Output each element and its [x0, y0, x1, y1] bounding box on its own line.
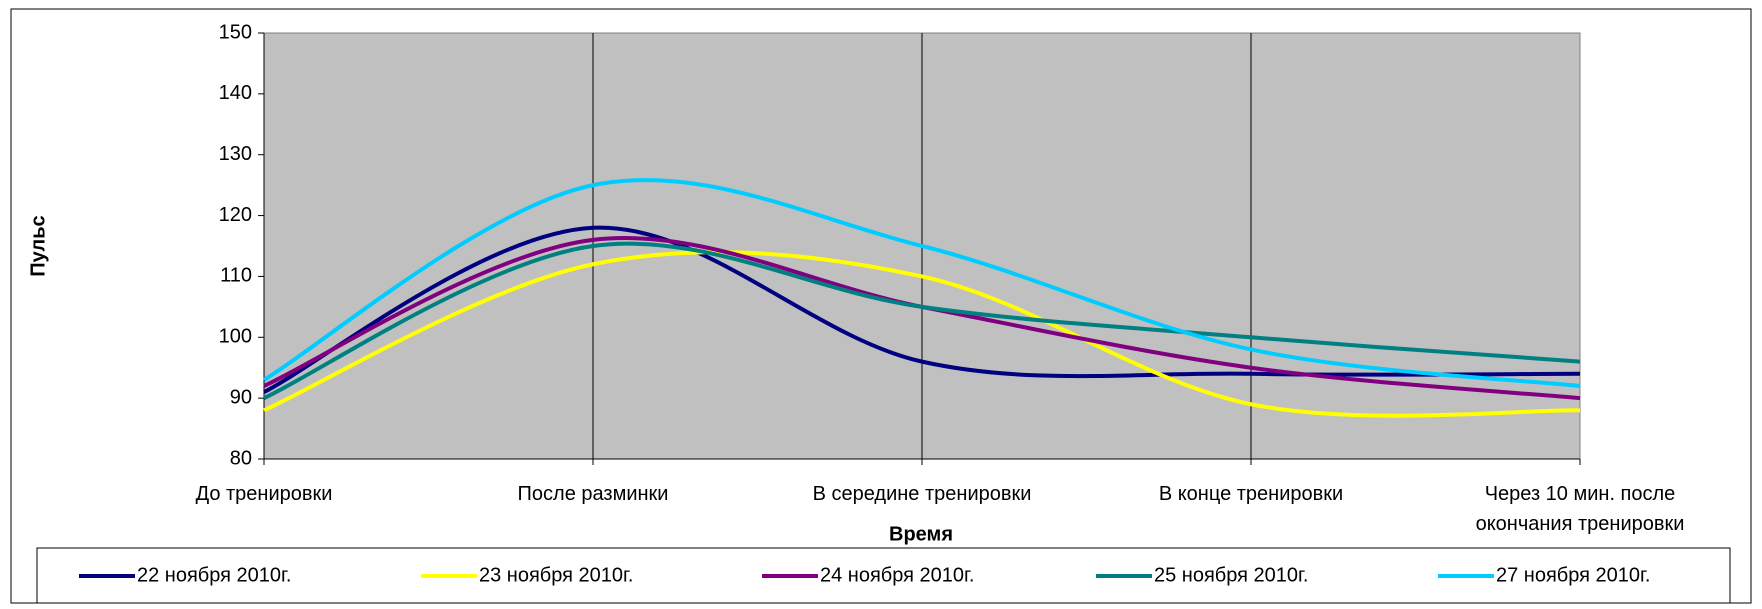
legend-label: 27 ноября 2010г.	[1496, 564, 1650, 586]
y-tick-label: 110	[220, 265, 252, 287]
series-line	[263, 225, 1581, 394]
x-tick-label: В конце тренировки	[1158, 483, 1344, 505]
y-tick-label: 90	[230, 386, 252, 408]
x-tick-label: После разминки	[517, 483, 669, 505]
y-tick-label: 100	[219, 326, 252, 348]
series-line	[263, 250, 1581, 418]
y-tick-label: 120	[219, 204, 252, 226]
x-axis-title: Время	[889, 523, 953, 545]
series-line	[262, 177, 1581, 388]
y-axis-title: Пульс	[27, 215, 49, 276]
y-tick-label: 140	[219, 82, 252, 104]
y-tick-label: 150	[219, 21, 252, 43]
x-tick-label: В середине тренировки	[812, 483, 1032, 505]
x-tick-label: До тренировки	[195, 483, 333, 505]
y-tick-label: 130	[219, 143, 252, 165]
legend-label: 25 ноября 2010г.	[1154, 564, 1308, 586]
legend-label: 22 ноября 2010г.	[137, 564, 291, 586]
legend-label: 24 ноября 2010г.	[820, 564, 974, 586]
y-tick-label: 80	[230, 447, 252, 469]
series-line	[263, 241, 1581, 400]
legend-label: 23 ноября 2010г.	[479, 564, 633, 586]
x-tick-label: Через 10 мин. после окончания тренировки	[1475, 483, 1685, 535]
